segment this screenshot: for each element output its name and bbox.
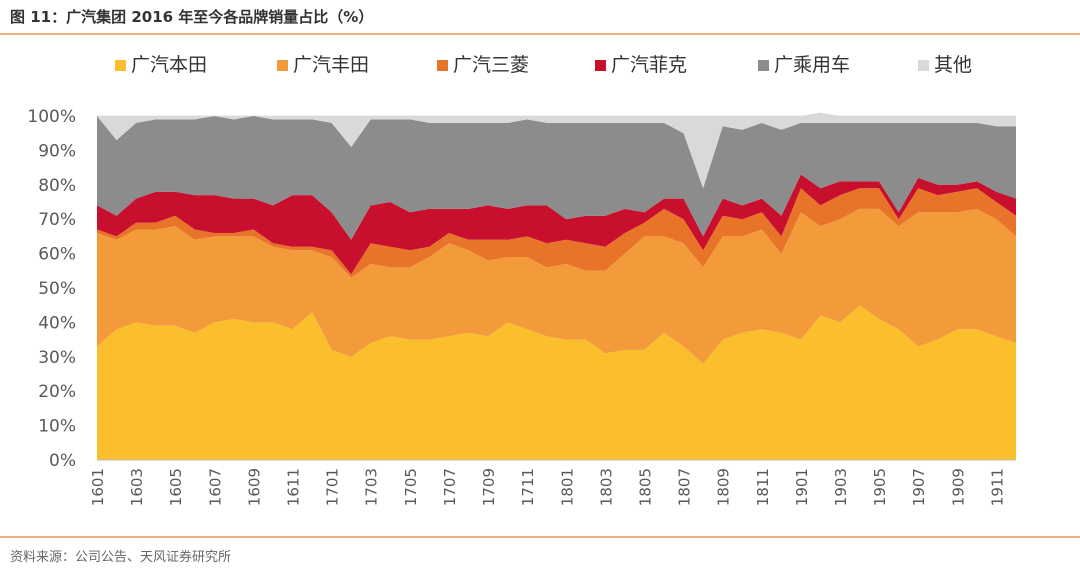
y-tick-label: 90% [38, 141, 76, 161]
legend-label: 其他 [934, 54, 972, 76]
area-series [97, 112, 1016, 460]
legend-swatch [115, 60, 126, 71]
legend: 广汽本田 广汽丰田 广汽三菱 广汽菲克 广乘用车 其他 [115, 54, 972, 76]
y-tick-label: 30% [38, 348, 76, 368]
area-广汽菲克 [97, 174, 1016, 275]
legend-label: 广乘用车 [774, 54, 850, 76]
area-广汽丰田 [97, 208, 1016, 364]
x-axis: 1601 1603 1605 1607 1609 1611 1701 1703 1705 1707… [89, 459, 1016, 506]
x-tick-label: 1803 [597, 468, 615, 506]
x-tick-label: 1903 [832, 468, 850, 506]
area-其他 [97, 112, 1016, 189]
area-广汽本田 [97, 305, 1016, 460]
y-tick-label: 20% [38, 382, 76, 402]
x-tick-label: 1607 [206, 468, 224, 506]
source-note: 资料来源：公司公告、天风证券研究所 [10, 550, 232, 565]
y-tick-label: 0% [49, 451, 76, 471]
legend-item: 广汽本田 [115, 54, 207, 76]
area-广乘用车 [97, 116, 1016, 240]
x-tick-label: 1611 [285, 468, 303, 506]
x-tick-label: 1909 [949, 468, 967, 506]
x-tick-label: 1603 [128, 468, 146, 506]
legend-label: 广汽菲克 [611, 54, 687, 76]
x-tick-label: 1601 [89, 468, 107, 506]
x-tick-label: 1811 [754, 468, 772, 506]
legend-swatch [918, 60, 929, 71]
x-tick-label: 1801 [558, 468, 576, 506]
x-tick-label: 1605 [167, 468, 185, 506]
legend-item: 广汽丰田 [277, 54, 369, 76]
y-tick-label: 50% [38, 279, 76, 299]
figure-title: 图 11：广汽集团 2016 年至今各品牌销量占比（%） [10, 8, 374, 26]
x-tick-label: 1709 [480, 468, 498, 506]
x-tick-label: 1905 [871, 468, 889, 506]
x-tick-label: 1701 [324, 468, 342, 506]
legend-item: 广汽三菱 [437, 54, 529, 76]
legend-swatch [277, 60, 288, 71]
legend-swatch [437, 60, 448, 71]
y-tick-label: 70% [38, 210, 76, 230]
x-tick-label: 1707 [441, 468, 459, 506]
x-tick-label: 1711 [519, 468, 537, 506]
x-tick-label: 1901 [793, 468, 811, 506]
y-tick-label: 80% [38, 176, 76, 196]
legend-item: 广乘用车 [758, 54, 850, 76]
legend-swatch [758, 60, 769, 71]
y-axis: 0% 10% 20% 30% 40% 50% 60% 70% 80% 90% 100% [27, 107, 76, 471]
legend-item: 广汽菲克 [595, 54, 687, 76]
top-rule [0, 33, 1080, 35]
area-广汽三菱 [97, 188, 1016, 278]
x-tick-label: 1703 [363, 468, 381, 506]
legend-label: 广汽丰田 [293, 54, 369, 76]
legend-label: 广汽三菱 [453, 54, 529, 76]
legend-item: 其他 [918, 54, 972, 76]
y-tick-label: 100% [27, 107, 76, 127]
x-tick-label: 1805 [636, 468, 654, 506]
stacked-area-chart: 广汽本田 广汽丰田 广汽三菱 广汽菲克 广乘用车 其他 0% 10% 20% 30% 40% 50%… [27, 54, 1016, 506]
y-tick-label: 10% [38, 417, 76, 437]
y-tick-label: 40% [38, 313, 76, 333]
x-tick-label: 1907 [910, 468, 928, 506]
legend-label: 广汽本田 [131, 54, 207, 76]
x-tick-label: 1807 [676, 468, 694, 506]
x-tick-label: 1609 [245, 468, 263, 506]
x-tick-label: 1705 [402, 468, 420, 506]
x-tick-label: 1809 [715, 468, 733, 506]
y-tick-label: 60% [38, 245, 76, 265]
x-tick-label: 1911 [988, 468, 1006, 506]
bottom-rule [0, 536, 1080, 538]
legend-swatch [595, 60, 606, 71]
